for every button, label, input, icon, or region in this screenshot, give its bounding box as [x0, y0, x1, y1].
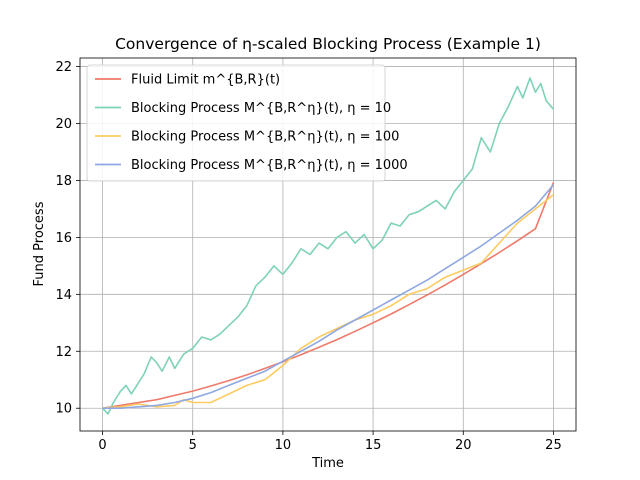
y-ticks: 10 12 14 16 18 20 22 [55, 60, 80, 417]
series-line-1 [102, 182, 555, 409]
x-ticks: 0 5 10 15 20 25 [98, 431, 562, 453]
chart-title: Convergence of η-scaled Blocking Process… [115, 35, 541, 53]
series-line-3 [102, 194, 554, 409]
y-axis-label: Fund Process [32, 201, 47, 286]
series-line-2 [101, 77, 555, 415]
legend-label-1: Fluid Limit m^{B,R}(t) [131, 73, 280, 88]
x-axis-label: Time [311, 456, 344, 471]
y-tick-label: 18 [55, 174, 72, 189]
x-tick-label: 25 [545, 438, 562, 453]
y-tick-label: 22 [55, 60, 72, 75]
series-layer [101, 77, 555, 415]
series-line-4 [102, 184, 555, 409]
legend-label-4: Blocking Process M^{B,R^η}(t), η = 1000 [131, 158, 408, 173]
legend: Fluid Limit m^{B,R}(t) Blocking Process M… [86, 64, 408, 182]
x-tick-label: 5 [189, 438, 197, 453]
y-tick-label: 10 [55, 402, 72, 417]
y-tick-label: 16 [55, 231, 72, 246]
legend-label-3: Blocking Process M^{B,R^η}(t), η = 100 [131, 130, 399, 145]
plot-frame [79, 57, 577, 432]
x-tick-label: 15 [365, 438, 382, 453]
legend-box [86, 64, 386, 182]
x-tick-label: 20 [455, 438, 472, 453]
y-tick-label: 14 [55, 288, 72, 303]
y-tick-label: 12 [55, 345, 72, 360]
x-tick-label: 0 [98, 438, 106, 453]
x-tick-label: 10 [275, 438, 292, 453]
legend-label-2: Blocking Process M^{B,R^η}(t), η = 10 [131, 101, 391, 116]
y-tick-label: 20 [55, 117, 72, 132]
